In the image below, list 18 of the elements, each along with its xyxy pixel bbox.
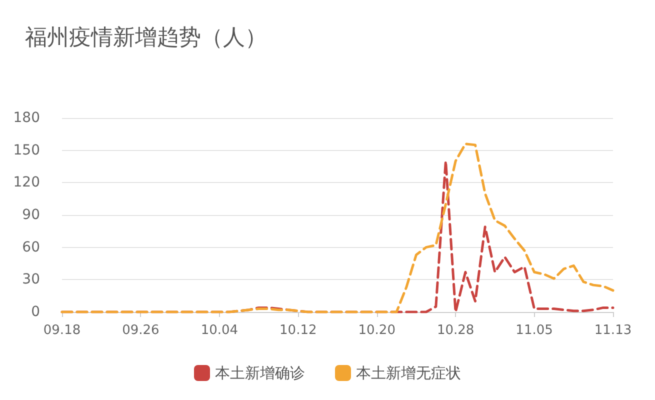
x-tick-label: 10.12 (280, 323, 317, 338)
y-tick-label: 180 (13, 110, 40, 126)
y-tick-label: 150 (13, 142, 40, 158)
x-tick-label: 11.13 (594, 323, 632, 338)
x-tick-label: 09.26 (122, 323, 160, 338)
legend-label: 本土新增确诊 (215, 364, 305, 382)
chart-title: 福州疫情新增趋势（人） (25, 26, 267, 50)
y-tick-label: 120 (13, 174, 40, 191)
x-tick-label: 10.04 (200, 323, 238, 338)
legend-label: 本土新增无症状 (356, 364, 461, 382)
x-tick-label: 09.18 (43, 323, 81, 338)
y-tick-label: 60 (22, 239, 40, 256)
x-tick-label: 11.05 (516, 323, 553, 338)
y-tick-label: 0 (31, 304, 40, 320)
y-tick-label: 30 (22, 272, 40, 288)
x-tick-label: 10.20 (358, 323, 396, 338)
y-tick-label: 90 (22, 207, 40, 223)
x-tick-label: 10.28 (436, 323, 474, 338)
